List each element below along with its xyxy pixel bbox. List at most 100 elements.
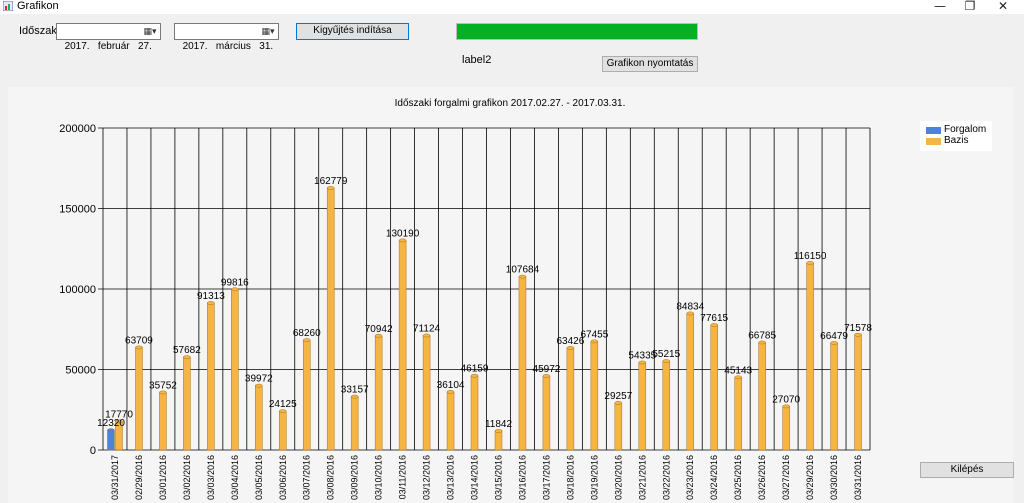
bar-bazis <box>710 324 718 451</box>
bar-bazis-cap <box>135 345 143 350</box>
x-tick-label: 03/18/2016 <box>565 455 575 500</box>
data-label-bazis: 162779 <box>314 176 348 187</box>
data-label-bazis: 46159 <box>461 364 489 375</box>
bar-bazis <box>231 289 239 451</box>
bar-bazis <box>638 362 647 451</box>
bar-bazis-cap <box>614 401 623 405</box>
bar-bazis-cap <box>446 390 455 394</box>
data-label-bazis: 66479 <box>820 331 848 342</box>
data-label-bazis: 91313 <box>197 291 225 302</box>
x-tick-label: 03/07/2016 <box>302 455 312 500</box>
x-tick-label: 03/11/2016 <box>398 455 408 499</box>
bar-bazis <box>255 385 263 451</box>
data-label-bazis: 17770 <box>105 409 133 420</box>
bar-bazis-cap <box>350 394 359 399</box>
bar-bazis <box>686 313 694 451</box>
data-label-bazis: 45972 <box>533 364 561 375</box>
x-tick-label: 03/01/2016 <box>158 455 168 500</box>
bar-bazis <box>398 240 407 451</box>
minimize-button[interactable]: — <box>934 0 946 13</box>
y-tick-label: 50000 <box>65 365 96 377</box>
data-label-bazis: 11842 <box>485 419 513 430</box>
x-tick-label: 03/15/2016 <box>493 455 503 500</box>
data-label-bazis: 35752 <box>149 380 177 391</box>
data-label-bazis: 36104 <box>437 380 465 391</box>
data-label-bazis: 57682 <box>173 345 201 356</box>
y-tick-label: 150000 <box>59 204 96 216</box>
data-label-bazis: 63426 <box>556 336 584 347</box>
x-tick-label: 03/03/2016 <box>206 455 216 500</box>
data-label-bazis: 33157 <box>341 385 369 396</box>
bar-bazis-cap <box>830 341 838 345</box>
print-chart-button[interactable]: Grafikon nyomtatás <box>602 56 698 72</box>
bar-bazis-cap <box>566 346 575 350</box>
x-tick-label: 03/02/2016 <box>182 455 192 500</box>
exit-button[interactable]: Kilépés <box>920 462 1014 478</box>
data-label-bazis: 71124 <box>413 323 441 334</box>
bar-bazis-cap <box>470 373 479 378</box>
data-label-bazis: 107684 <box>506 265 540 276</box>
bar-bazis <box>302 339 311 451</box>
x-tick-label: 03/23/2016 <box>685 455 695 500</box>
bar-bazis <box>590 341 599 451</box>
start-collection-button[interactable]: Kigyűjtés indítása <box>296 23 409 40</box>
restore-button[interactable]: ❐ <box>964 0 976 13</box>
bar-bazis <box>207 302 215 451</box>
data-label-bazis: 39972 <box>245 374 273 385</box>
date-from-picker[interactable]: 2017. február 27. ▦▾ <box>56 23 161 52</box>
x-tick-label: 03/27/2016 <box>781 455 791 500</box>
bar-bazis <box>518 276 527 451</box>
calendar-dropdown-icon[interactable]: ▦▾ <box>261 26 275 36</box>
title-bar: Grafikon — ❐ ✕ <box>0 0 1024 14</box>
legend-label-forgalom: Forgalom <box>944 124 987 135</box>
calendar-dropdown-icon[interactable]: ▦▾ <box>143 26 157 36</box>
bar-bazis <box>758 342 766 451</box>
bar-bazis <box>446 391 455 451</box>
bar-bazis <box>279 410 287 451</box>
bar-bazis-cap <box>494 429 503 433</box>
x-tick-label: 03/14/2016 <box>470 455 480 500</box>
bar-bazis-cap <box>806 261 814 265</box>
bar-bazis <box>734 377 742 451</box>
x-tick-label: 03/26/2016 <box>757 455 767 500</box>
date-from-value: 2017. február 27. <box>64 41 152 52</box>
bar-bazis-cap <box>115 419 123 424</box>
bar-bazis-cap <box>686 311 694 316</box>
x-tick-label: 03/17/2016 <box>541 455 551 500</box>
x-tick-label: 03/25/2016 <box>733 455 743 500</box>
x-tick-label: 03/16/2016 <box>517 455 527 500</box>
progress-fill <box>457 24 697 39</box>
bar-bazis-cap <box>302 338 311 342</box>
x-tick-label: 03/08/2016 <box>326 455 336 500</box>
bar-bazis-cap <box>662 359 671 363</box>
x-tick-label: 03/04/2016 <box>230 455 240 500</box>
x-tick-label: 03/22/2016 <box>661 455 671 500</box>
window-title: Grafikon <box>17 0 59 12</box>
data-label-bazis: 29257 <box>604 391 632 402</box>
x-tick-label: 03/06/2016 <box>278 455 288 500</box>
app-icon <box>3 1 13 11</box>
close-button[interactable]: ✕ <box>997 0 1009 13</box>
chart-title: Időszaki forgalmi grafikon 2017.02.27. -… <box>395 98 626 109</box>
data-label-bazis: 77615 <box>700 313 728 324</box>
data-label-bazis: 24125 <box>269 399 297 410</box>
bar-bazis-cap <box>854 332 862 337</box>
x-tick-label: 03/09/2016 <box>350 455 360 500</box>
x-tick-label: 03/30/2016 <box>829 455 839 500</box>
x-tick-label: 03/13/2016 <box>446 455 456 500</box>
bar-forgalom <box>107 429 115 451</box>
bar-bazis <box>662 360 671 451</box>
x-tick-label: 03/10/2016 <box>374 455 384 500</box>
x-tick-label: 03/21/2016 <box>637 455 647 500</box>
bar-bazis <box>782 406 790 451</box>
bar-chart: Időszaki forgalmi grafikon 2017.02.27. -… <box>59 98 872 500</box>
bar-bazis <box>566 347 575 451</box>
bar-bazis <box>806 262 814 451</box>
data-label-bazis: 84834 <box>676 301 704 312</box>
bar-bazis-cap <box>207 301 215 305</box>
bar-bazis-cap <box>518 274 527 279</box>
bar-bazis <box>494 430 503 451</box>
date-to-picker[interactable]: 2017. március 31. ▦▾ <box>174 23 279 52</box>
data-label-forgalom: 12320 <box>97 418 125 429</box>
x-tick-label: 03/31/2016 <box>853 455 863 500</box>
